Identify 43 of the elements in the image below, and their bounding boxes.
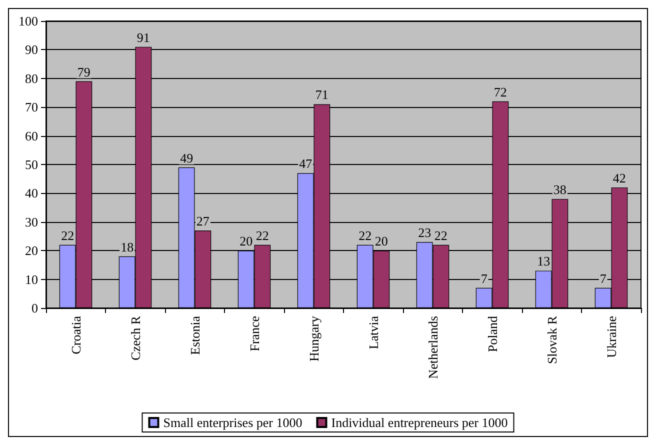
legend-label: Small enterprises per 1000 — [163, 415, 302, 430]
data-label: 20 — [240, 234, 253, 249]
data-label: 49 — [180, 150, 194, 166]
y-tick-label: 40 — [25, 186, 38, 201]
data-label: 38 — [553, 182, 566, 197]
y-tick-label: 80 — [25, 70, 38, 86]
data-label: 13 — [537, 254, 550, 269]
x-tick-label: Poland — [484, 316, 500, 352]
y-tick-label: 20 — [25, 243, 38, 258]
data-label: 20 — [374, 234, 388, 249]
y-tick-label: 30 — [25, 214, 38, 230]
y-tick-label: 60 — [25, 128, 38, 144]
data-label: 47 — [299, 156, 313, 172]
data-label: 71 — [315, 87, 328, 102]
data-label: 22 — [434, 228, 448, 243]
x-tick-label: Czech R — [128, 316, 143, 360]
y-tick-label: 70 — [25, 100, 38, 115]
data-label: 72 — [494, 84, 507, 100]
y-tick-label: 50 — [25, 157, 38, 172]
y-tick-label: 90 — [25, 42, 38, 58]
data-label: 22 — [256, 228, 269, 243]
data-label: 23 — [418, 224, 432, 240]
x-tick-label: Slovak R — [544, 316, 560, 364]
x-tick-label: France — [246, 316, 262, 352]
y-tick-label: 100 — [18, 14, 38, 28]
legend-label: Individual entrepreneurs per 1000 — [331, 415, 508, 430]
data-label: 79 — [77, 64, 90, 80]
data-label: 91 — [136, 30, 150, 45]
x-tick-label: Croatia — [68, 316, 84, 354]
x-tick-label: Hungary — [306, 316, 322, 362]
x-tick-label: Estonia — [187, 316, 202, 355]
data-label: 22 — [358, 228, 372, 243]
data-label: 7 — [480, 270, 488, 286]
x-tick-label: Ukraine — [604, 316, 619, 358]
data-label: 27 — [196, 214, 210, 229]
data-label: 18 — [120, 239, 134, 254]
data-label: 22 — [61, 228, 74, 243]
y-tick-label: 10 — [25, 272, 38, 287]
x-tick-label: Latvia — [366, 316, 381, 350]
x-tick-label: Netherlands — [425, 316, 440, 379]
y-tick-label: 0 — [32, 300, 38, 316]
data-label: 7 — [600, 270, 607, 286]
data-label: 42 — [612, 170, 626, 186]
